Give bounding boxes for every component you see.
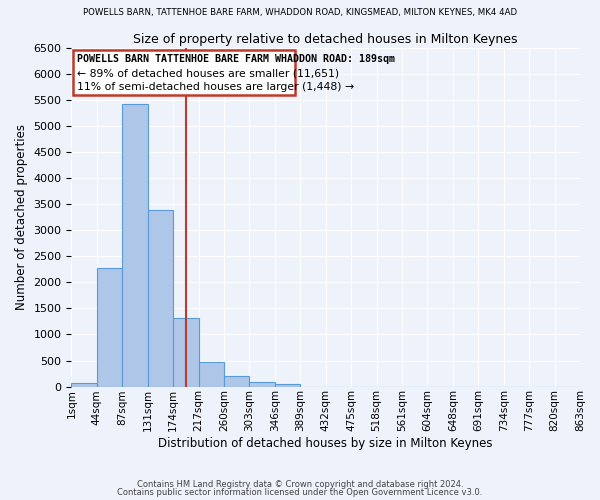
Bar bbox=[148, 210, 173, 386]
Bar bbox=[224, 376, 250, 386]
X-axis label: Distribution of detached houses by size in Milton Keynes: Distribution of detached houses by size … bbox=[158, 437, 493, 450]
Text: ← 89% of detached houses are smaller (11,651): ← 89% of detached houses are smaller (11… bbox=[77, 69, 340, 79]
Bar bbox=[275, 384, 300, 386]
Title: Size of property relative to detached houses in Milton Keynes: Size of property relative to detached ho… bbox=[133, 32, 518, 46]
Text: Contains public sector information licensed under the Open Government Licence v3: Contains public sector information licen… bbox=[118, 488, 482, 497]
Bar bbox=[97, 268, 122, 386]
Bar bbox=[199, 362, 224, 386]
Bar bbox=[173, 318, 199, 386]
Text: Contains HM Land Registry data © Crown copyright and database right 2024.: Contains HM Land Registry data © Crown c… bbox=[137, 480, 463, 489]
Bar bbox=[71, 382, 97, 386]
Text: 11% of semi-detached houses are larger (1,448) →: 11% of semi-detached houses are larger (… bbox=[77, 82, 355, 92]
Text: POWELLS BARN, TATTENHOE BARE FARM, WHADDON ROAD, KINGSMEAD, MILTON KEYNES, MK4 4: POWELLS BARN, TATTENHOE BARE FARM, WHADD… bbox=[83, 8, 517, 16]
Bar bbox=[122, 104, 148, 386]
Y-axis label: Number of detached properties: Number of detached properties bbox=[15, 124, 28, 310]
FancyBboxPatch shape bbox=[73, 50, 295, 96]
Bar bbox=[250, 382, 275, 386]
Text: POWELLS BARN TATTENHOE BARE FARM WHADDON ROAD: 189sqm: POWELLS BARN TATTENHOE BARE FARM WHADDON… bbox=[77, 54, 395, 64]
